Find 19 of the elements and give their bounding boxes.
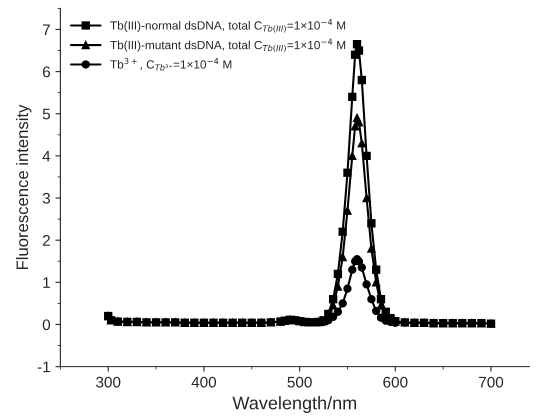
x-tick-label: 600 (383, 376, 408, 388)
y-tick-label: 0 (42, 319, 50, 330)
x-axis-title: Wavelength/nm (232, 396, 356, 413)
y-tick-label: 5 (42, 108, 50, 120)
y-tick-label: 2 (42, 235, 50, 246)
y-tick-label: -1 (38, 362, 50, 372)
y-tick-label: 1 (43, 277, 50, 288)
y-axis-title: Fluorescence intensity (16, 104, 32, 270)
y-tick-label: 4 (42, 150, 50, 162)
y-tick-label: 6 (42, 66, 50, 78)
x-tick-label: 700 (479, 376, 504, 388)
x-tick-label: 300 (96, 376, 120, 388)
x-tick-label: 400 (192, 376, 216, 388)
x-tick-label: 500 (287, 376, 312, 388)
y-tick-label: 3 (42, 192, 50, 204)
legend-label: Tb$^{3+}$, C$_{Tb³⁺}$=1×10$^{−4}$ M (110, 58, 232, 71)
legend-label: Tb(III)-normal dsDNA, total C$_{Tb(III)}$=1×10$^{−4}$ M (110, 19, 346, 33)
y-tick-label: 7 (42, 24, 50, 35)
legend-label: Tb(III)-mutant dsDNA, total C$_{Tb(III)}$=1×10$^{−4}$ M (110, 38, 346, 52)
